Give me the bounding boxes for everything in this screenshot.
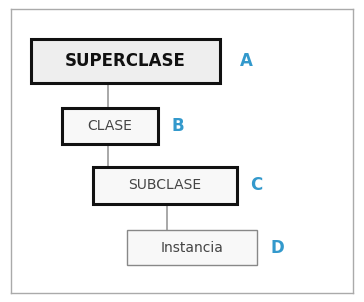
FancyBboxPatch shape (62, 108, 158, 144)
FancyBboxPatch shape (31, 39, 219, 83)
Text: SUPERCLASE: SUPERCLASE (65, 52, 186, 70)
Text: CLASE: CLASE (88, 119, 132, 133)
Text: C: C (250, 176, 263, 194)
Text: D: D (271, 239, 285, 256)
FancyBboxPatch shape (93, 167, 237, 204)
Text: SUBCLASE: SUBCLASE (128, 178, 201, 192)
Text: B: B (172, 117, 184, 135)
FancyBboxPatch shape (127, 230, 257, 265)
Text: A: A (240, 52, 253, 70)
Text: Instancia: Instancia (161, 240, 224, 255)
